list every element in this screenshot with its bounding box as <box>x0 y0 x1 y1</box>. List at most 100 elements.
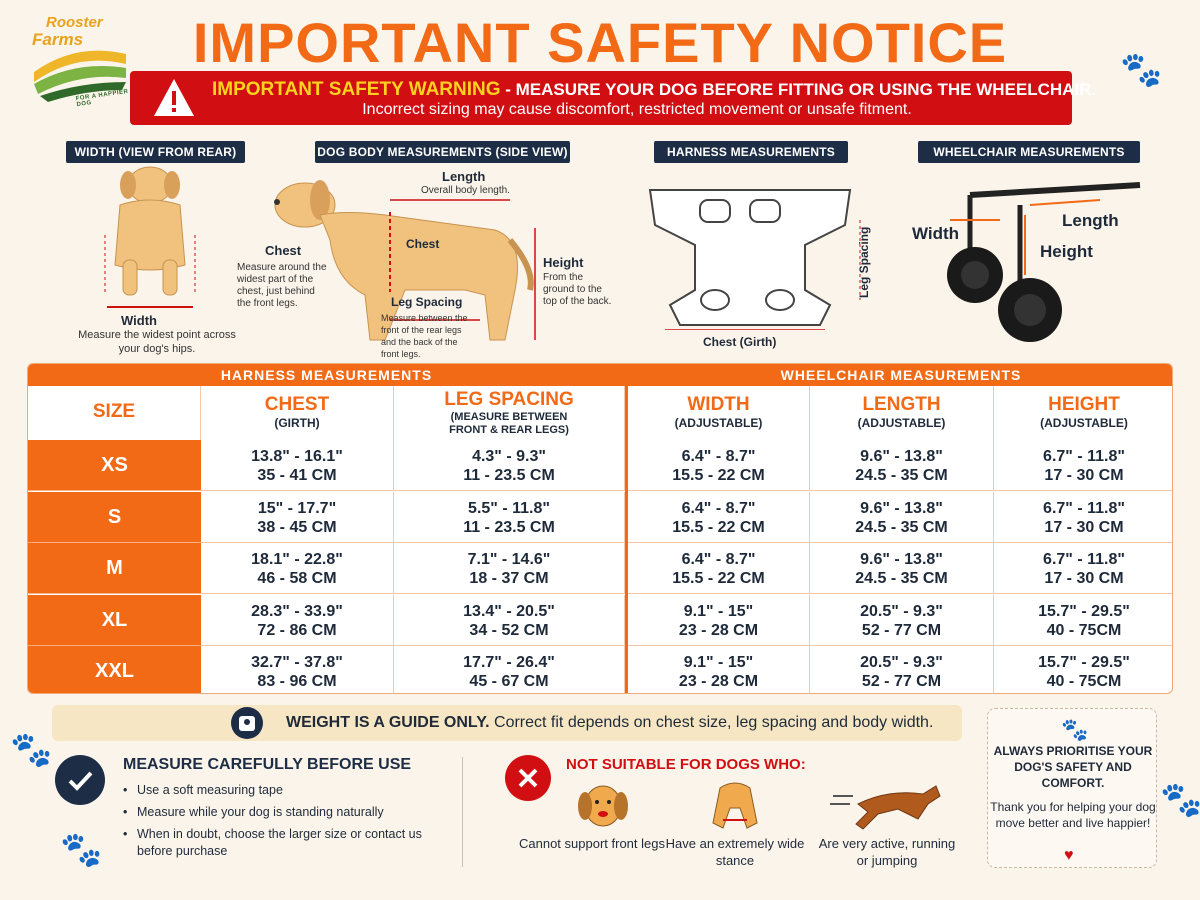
size-cell: XXL <box>28 646 201 693</box>
wheelchair-height-label: Height <box>1040 242 1093 261</box>
harness-chest-girth-label: Chest (Girth) <box>703 335 777 349</box>
cell-cm: 40 - 75CM <box>1046 621 1122 639</box>
column-header-length: LENGTH (ADJUSTABLE) <box>810 386 994 440</box>
size-cell: S <box>28 491 201 543</box>
dog-side-view-illustration <box>274 180 536 341</box>
cell-inches: 20.5" - 9.3" <box>860 654 943 671</box>
group-header-harness: HARNESS MEASUREMENTS <box>28 364 625 386</box>
cell-inches: 28.3" - 33.9" <box>251 602 343 620</box>
cell-cm: 83 - 96 CM <box>257 673 337 690</box>
safety-reminder-box: 🐾 ALWAYS PRIORITISE YOUR DOG'S SAFETY AN… <box>987 708 1157 868</box>
table-cell: 15.7" - 29.5" 40 - 75CM <box>994 595 1172 646</box>
cell-inches: 9.6" - 13.8" <box>860 551 943 568</box>
dog-wide-stance-icon <box>712 782 758 829</box>
cell-cm: 35 - 41 CM <box>257 467 337 484</box>
column-header-leg-spacing: LEG SPACING (MEASURE BETWEEN FRONT & REAR… <box>394 386 625 440</box>
column-header-width: WIDTH (ADJUSTABLE) <box>628 386 810 440</box>
table-cell: 6.4" - 8.7" 15.5 - 22 CM <box>628 440 810 491</box>
cell-cm: 17 - 30 CM <box>1044 570 1124 587</box>
cell-inches: 9.1" - 15" <box>683 654 754 671</box>
cell-inches: 6.4" - 8.7" <box>681 499 756 517</box>
cell-cm: 17 - 30 CM <box>1044 518 1124 536</box>
size-cell: XS <box>28 440 201 491</box>
cell-cm: 45 - 67 CM <box>469 673 549 690</box>
cell-inches: 5.5" - 11.8" <box>468 499 550 517</box>
panel-tag-body: DOG BODY MEASUREMENTS (SIDE VIEW) <box>315 141 570 163</box>
list-item: When in doubt, choose the larger size or… <box>123 826 443 860</box>
chest-label: Chest <box>265 243 302 258</box>
weight-guide-text: WEIGHT IS A GUIDE ONLY. Correct fit depe… <box>286 714 934 731</box>
cell-inches: 13.4" - 20.5" <box>463 602 555 620</box>
table-cell: 15.7" - 29.5" 40 - 75CM <box>994 646 1172 693</box>
paw-print-icon: 🐾 <box>1061 717 1089 742</box>
size-chart-table: HARNESS MEASUREMENTS WHEELCHAIR MEASUREM… <box>27 363 1173 694</box>
cell-inches: 32.7" - 37.8" <box>251 654 343 671</box>
dog-rear-view-illustration <box>104 166 196 308</box>
cell-cm: 15.5 - 22 CM <box>672 518 765 536</box>
cell-cm: 46 - 58 CM <box>257 570 337 587</box>
logo-text: Rooster <box>46 14 103 31</box>
cell-inches: 9.6" - 13.8" <box>860 499 943 517</box>
width-description: Measure the widest point across your dog… <box>78 329 236 355</box>
cell-cm: 11 - 23.5 CM <box>463 518 555 536</box>
cell-inches: 6.7" - 11.8" <box>1043 448 1125 465</box>
wheelchair-illustration <box>947 182 1141 342</box>
cell-cm: 24.5 - 35 CM <box>855 570 948 587</box>
warning-strong: IMPORTANT SAFETY WARNING <box>212 79 501 100</box>
list-item: Use a soft measuring tape <box>123 782 443 799</box>
cell-inches: 6.4" - 8.7" <box>681 448 756 465</box>
table-cell: 32.7" - 37.8" 83 - 96 CM <box>201 646 394 693</box>
panel-tag-wheelchair: WHEELCHAIR MEASUREMENTS <box>918 141 1140 163</box>
table-cell: 5.5" - 11.8" 11 - 23.5 CM <box>394 491 625 543</box>
chest-description: Measure around the widest part of the ch… <box>237 262 327 309</box>
brand-logo: Rooster Farms FOR A HAPPIER DOG <box>26 12 136 108</box>
paw-print-icon: 🐾 <box>1120 51 1163 89</box>
paw-print-icon: 🐾 <box>1160 781 1200 819</box>
table-cell: 9.6" - 13.8" 24.5 - 35 CM <box>810 543 994 594</box>
table-cell: 9.6" - 13.8" 24.5 - 35 CM <box>810 440 994 491</box>
weight-guide-note: WEIGHT IS A GUIDE ONLY. Correct fit depe… <box>52 705 962 741</box>
table-cell: 20.5" - 9.3" 52 - 77 CM <box>810 646 994 693</box>
cell-cm: 38 - 45 CM <box>257 518 337 536</box>
cell-cm: 18 - 37 CM <box>469 570 549 587</box>
size-cell: M <box>28 543 201 594</box>
table-cell: 9.6" - 13.8" 24.5 - 35 CM <box>810 491 994 543</box>
harness-illustration <box>648 189 861 330</box>
table-cell: 6.7" - 11.8" 17 - 30 CM <box>994 440 1172 491</box>
warning-subline: Incorrect sizing may cause discomfort, r… <box>362 101 912 118</box>
not-suitable-item: Cannot support front legs <box>519 836 665 851</box>
safety-text: Thank you for helping your dog move bett… <box>990 800 1156 830</box>
table-cell: 6.7" - 11.8" 17 - 30 CM <box>994 543 1172 594</box>
heart-icon: ♥ <box>1064 847 1074 864</box>
group-header-wheelchair: WHEELCHAIR MEASUREMENTS <box>628 364 1172 386</box>
table-cell: 9.1" - 15" 23 - 28 CM <box>628 594 810 646</box>
width-label: Width <box>121 313 157 328</box>
table-cell: 15" - 17.7" 38 - 45 CM <box>201 491 394 543</box>
column-header-chest: CHEST (GIRTH) <box>201 386 394 440</box>
table-cell: 9.1" - 15" 23 - 28 CM <box>628 646 810 693</box>
checkmark-icon <box>55 755 105 805</box>
paw-print-icon: 🐾 <box>10 731 53 769</box>
cell-inches: 15.7" - 29.5" <box>1038 654 1130 671</box>
length-description: Overall body length. <box>421 185 510 196</box>
list-item: Measure while your dog is standing natur… <box>123 804 443 821</box>
column-header-height: HEIGHT (ADJUSTABLE) <box>1040 394 1128 430</box>
height-label: Height <box>543 255 584 270</box>
not-suitable-item: Have an extremely wide stance <box>665 836 805 868</box>
cell-cm: 72 - 86 CM <box>257 621 337 639</box>
cell-cm: 24.5 - 35 CM <box>855 518 948 536</box>
table-cell: 7.1" - 14.6" 18 - 37 CM <box>394 543 625 594</box>
leg-spacing-description: Measure between the front of the rear le… <box>381 313 468 359</box>
cell-inches: 18.1" - 22.8" <box>251 551 343 568</box>
wheelchair-length-label: Length <box>1062 211 1119 230</box>
cell-inches: 15.7" - 29.5" <box>1038 602 1130 620</box>
not-suitable-item: Are very active, running or jumping <box>818 836 956 868</box>
warning-headline: IMPORTANT SAFETY WARNING - MEASURE YOUR … <box>212 79 1096 101</box>
cell-inches: 9.1" - 15" <box>683 602 754 620</box>
cell-cm: 17 - 30 CM <box>1044 467 1124 484</box>
column-header-size: SIZE <box>28 386 201 440</box>
harness-leg-spacing-label: Leg Spacing <box>857 226 871 298</box>
cell-cm: 23 - 28 CM <box>678 621 759 639</box>
table-cell: 13.4" - 20.5" 34 - 52 CM <box>394 594 625 646</box>
cell-cm: 23 - 28 CM <box>678 673 759 690</box>
